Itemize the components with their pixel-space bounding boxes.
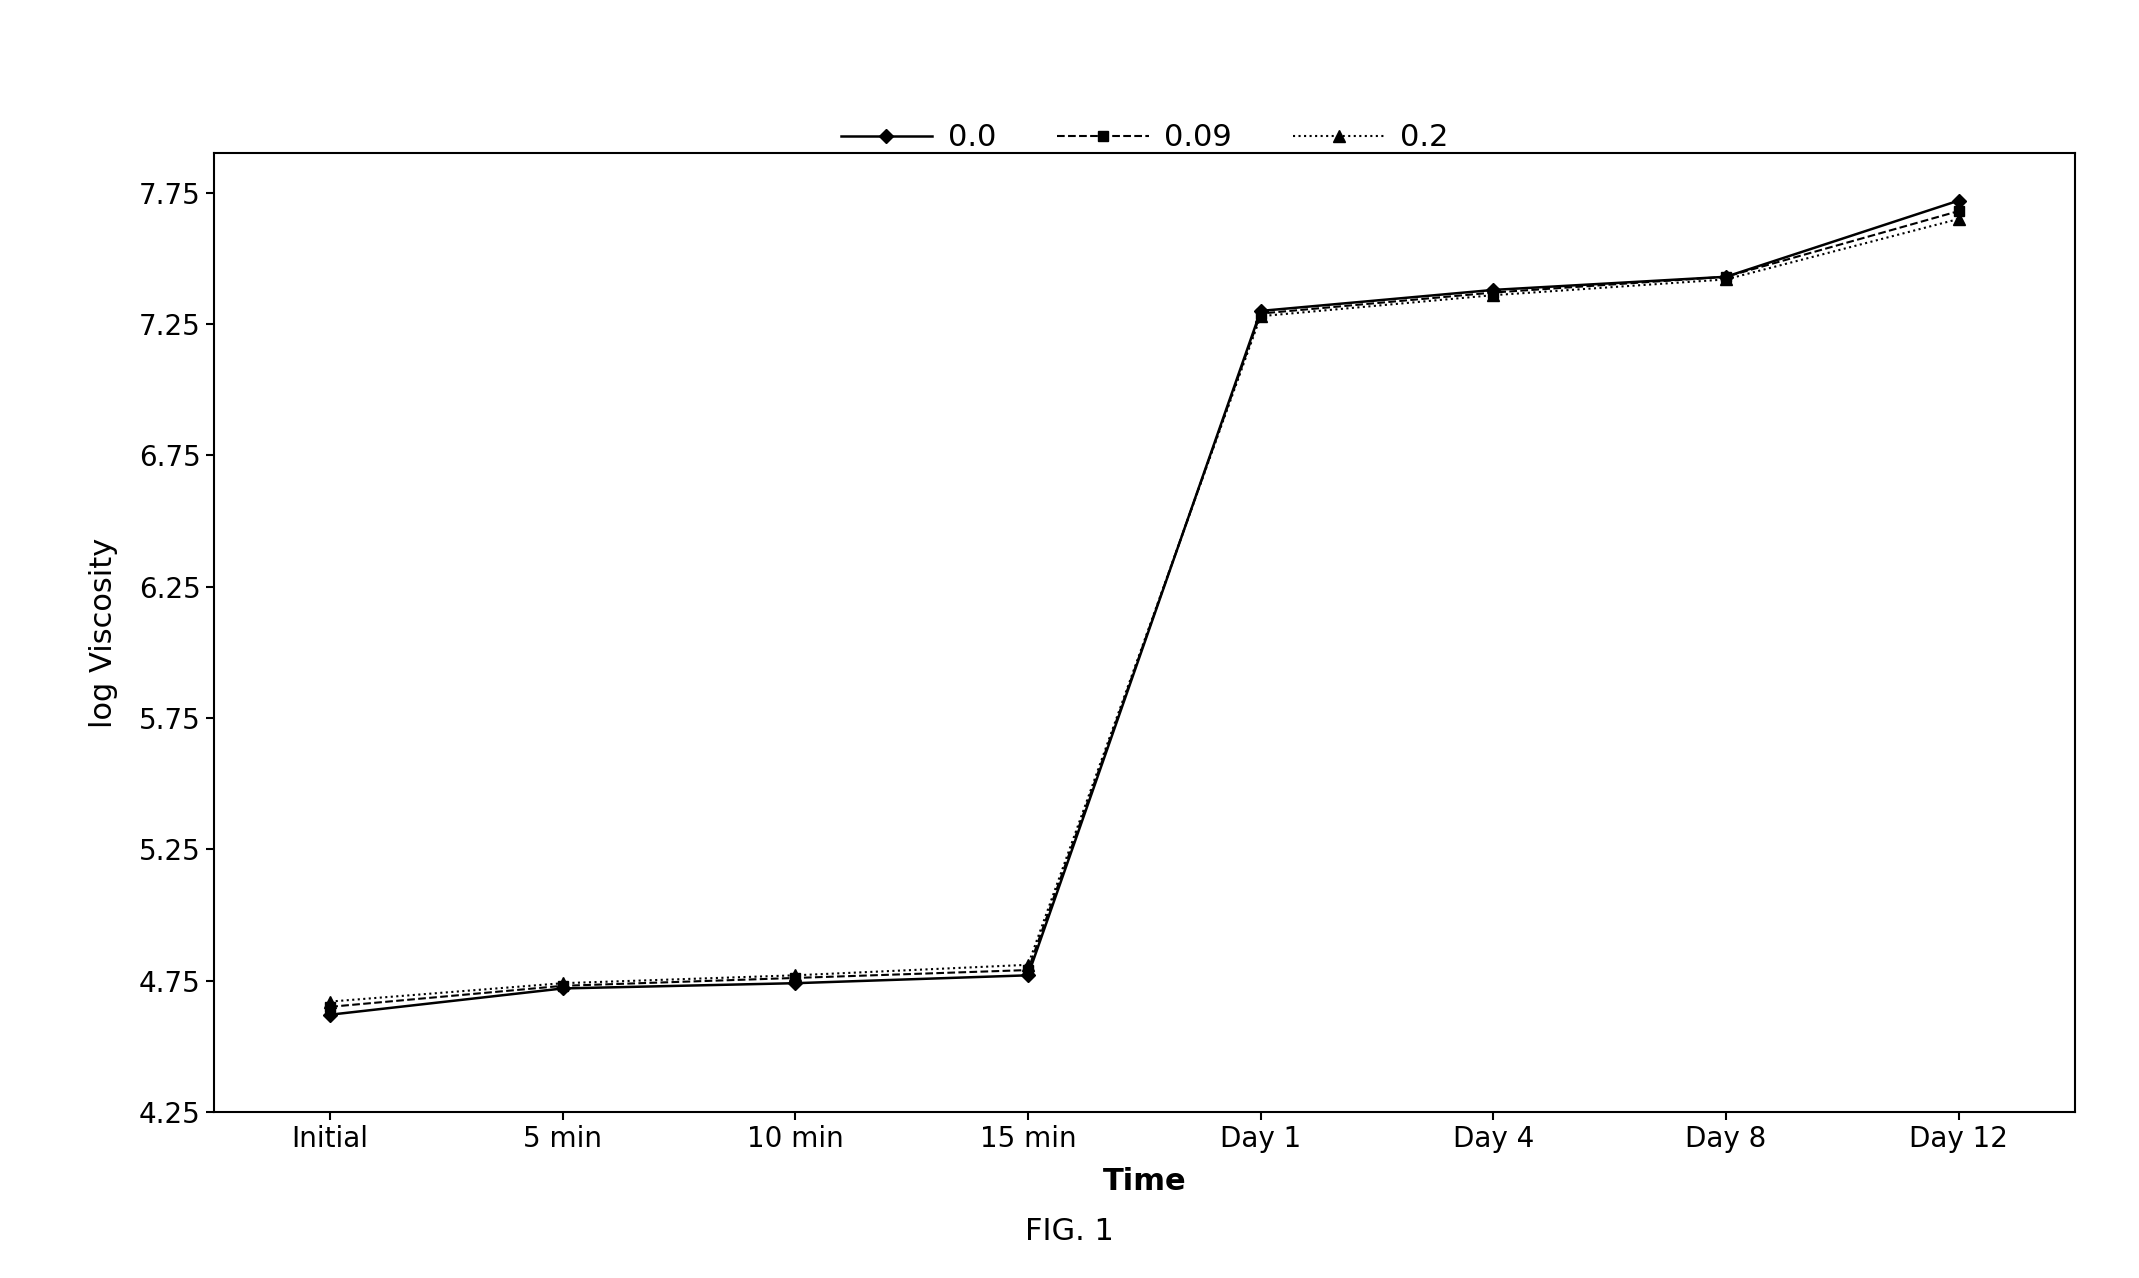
- 0.2: [1713, 272, 1739, 288]
- Line: 0.2: 0.2: [325, 213, 1964, 1007]
- 0.09: [1247, 305, 1273, 321]
- 0.0: [1713, 270, 1739, 285]
- 0.2: [1247, 308, 1273, 323]
- 0.0: [1946, 193, 1972, 208]
- Text: FIG. 1: FIG. 1: [1025, 1217, 1114, 1246]
- 0.2: [783, 967, 809, 983]
- 0.0: [1480, 282, 1506, 298]
- X-axis label: Time: Time: [1102, 1167, 1187, 1196]
- Line: 0.0: 0.0: [325, 196, 1964, 1020]
- 0.0: [317, 1007, 342, 1022]
- 0.09: [1016, 962, 1042, 978]
- 0.09: [1480, 285, 1506, 300]
- 0.09: [1713, 270, 1739, 285]
- 0.0: [550, 980, 575, 996]
- Y-axis label: log Viscosity: log Viscosity: [90, 538, 118, 727]
- 0.2: [1480, 288, 1506, 303]
- 0.2: [550, 975, 575, 990]
- 0.2: [317, 994, 342, 1010]
- 0.0: [783, 975, 809, 990]
- 0.09: [550, 978, 575, 993]
- 0.09: [783, 970, 809, 985]
- 0.2: [1016, 957, 1042, 973]
- 0.09: [317, 999, 342, 1015]
- 0.09: [1946, 203, 1972, 219]
- 0.0: [1016, 967, 1042, 983]
- 0.0: [1247, 303, 1273, 318]
- Legend: 0.0, 0.09, 0.2: 0.0, 0.09, 0.2: [828, 111, 1461, 165]
- Line: 0.09: 0.09: [325, 206, 1964, 1012]
- 0.2: [1946, 211, 1972, 226]
